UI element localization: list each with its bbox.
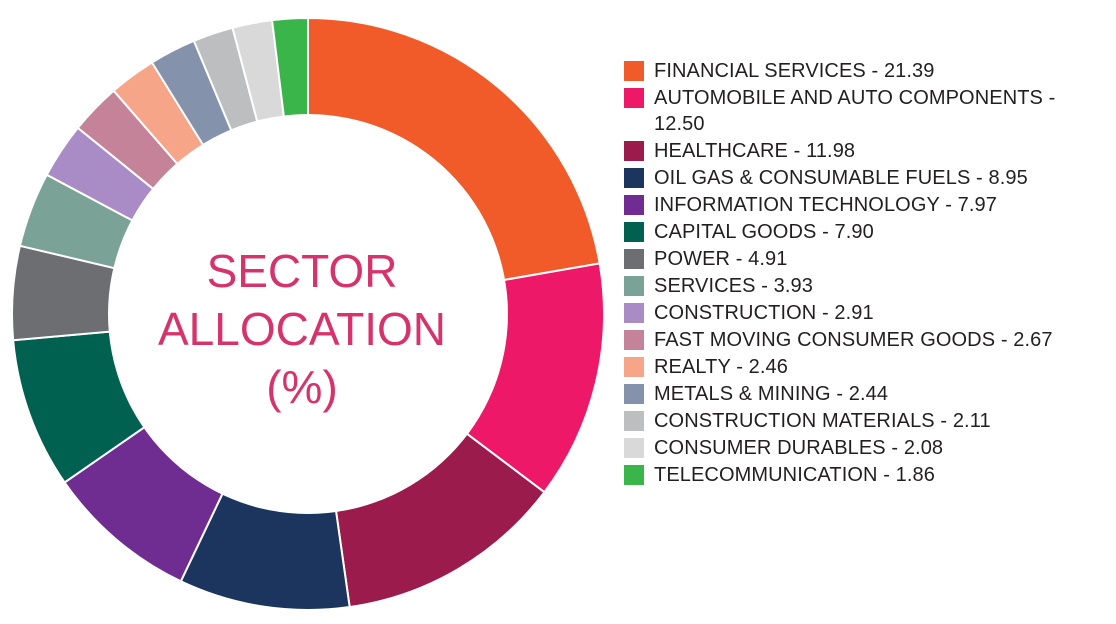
legend-label-name: HEALTHCARE xyxy=(654,140,788,162)
chart-title-line-1: SECTOR xyxy=(207,245,398,297)
legend-label-separator: - xyxy=(970,167,989,189)
legend-label-name: CAPITAL GOODS xyxy=(654,221,817,243)
legend-label-separator: - xyxy=(816,221,835,243)
legend-label-separator: - xyxy=(755,275,774,297)
legend-item: POWER - 4.91 xyxy=(624,246,1104,272)
legend-label-value: 7.97 xyxy=(957,194,997,216)
legend-swatch xyxy=(624,411,644,431)
legend-label-value: 2.67 xyxy=(1013,329,1053,351)
legend-swatch xyxy=(624,330,644,350)
legend-label-name: POWER xyxy=(654,248,731,270)
legend-item: FINANCIAL SERVICES - 21.39 xyxy=(624,58,1104,84)
legend-label: FINANCIAL SERVICES - 21.39 xyxy=(654,58,935,84)
legend-item: OIL GAS & CONSUMABLE FUELS - 8.95 xyxy=(624,165,1104,191)
legend-label-name: METALS & MINING xyxy=(654,383,831,405)
legend-label-value: 2.91 xyxy=(834,302,874,324)
legend-label-separator: - xyxy=(730,356,749,378)
legend-swatch xyxy=(624,438,644,458)
legend-item: HEALTHCARE - 11.98 xyxy=(624,138,1104,164)
legend-item: AUTOMOBILE AND AUTO COMPONENTS - 12.50 xyxy=(624,85,1104,137)
donut-hole xyxy=(108,114,508,514)
legend-label: CONSTRUCTION - 2.91 xyxy=(654,300,874,326)
legend-item: CONSTRUCTION - 2.91 xyxy=(624,300,1104,326)
legend-label-value: 21.39 xyxy=(883,60,935,82)
legend-label-separator: - xyxy=(934,410,953,432)
legend-item: FAST MOVING CONSUMER GOODS - 2.67 xyxy=(624,327,1104,353)
legend-label-value: 3.93 xyxy=(773,275,813,297)
legend-label-value: 4.91 xyxy=(748,248,788,270)
legend-label-separator: - xyxy=(1043,87,1056,109)
legend-item: TELECOMMUNICATION - 1.86 xyxy=(624,462,1104,488)
legend-label-value: 2.44 xyxy=(848,383,889,405)
legend-label: CONSUMER DURABLES - 2.08 xyxy=(654,435,943,461)
legend-label-value: 1.86 xyxy=(895,464,935,486)
legend-item: CONSTRUCTION MATERIALS - 2.11 xyxy=(624,408,1104,434)
legend-label-name: FAST MOVING CONSUMER GOODS xyxy=(654,329,996,351)
legend-label-separator: - xyxy=(788,140,807,162)
legend-swatch xyxy=(624,141,644,161)
legend-label: CAPITAL GOODS - 7.90 xyxy=(654,219,874,245)
legend-label-value: 11.98 xyxy=(806,140,856,162)
legend-swatch xyxy=(624,276,644,296)
legend-label: SERVICES - 3.93 xyxy=(654,273,813,299)
legend-swatch xyxy=(624,195,644,215)
legend-label: OIL GAS & CONSUMABLE FUELS - 8.95 xyxy=(654,165,1028,191)
legend-label-name: FINANCIAL SERVICES xyxy=(654,60,866,82)
legend-swatch xyxy=(624,168,644,188)
legend-label-name: INFORMATION TECHNOLOGY xyxy=(654,194,940,216)
legend-label-value: 7.90 xyxy=(834,221,874,243)
legend-swatch xyxy=(624,88,644,108)
legend-swatch xyxy=(624,384,644,404)
legend-label: METALS & MINING - 2.44 xyxy=(654,381,888,407)
legend-swatch xyxy=(624,303,644,323)
legend-label: INFORMATION TECHNOLOGY - 7.97 xyxy=(654,192,997,218)
legend-label-separator: - xyxy=(877,464,896,486)
chart-title-line-2: ALLOCATION xyxy=(158,303,446,355)
legend-item: REALTY - 2.46 xyxy=(624,354,1104,380)
legend-label: HEALTHCARE - 11.98 xyxy=(654,138,855,164)
legend-label-name: SERVICES xyxy=(654,275,756,297)
legend-label: REALTY - 2.46 xyxy=(654,354,788,380)
legend-label-name: CONSUMER DURABLES xyxy=(654,437,886,459)
donut-chart: SECTOR ALLOCATION (%) xyxy=(11,16,605,611)
legend-label-value: 8.95 xyxy=(988,167,1028,189)
legend-swatch xyxy=(624,61,644,81)
legend-label: FAST MOVING CONSUMER GOODS - 2.67 xyxy=(654,327,1053,353)
legend-label: POWER - 4.91 xyxy=(654,246,787,272)
legend-label-value: 12.50 xyxy=(654,113,705,135)
chart-title-line-3: (%) xyxy=(266,361,338,413)
legend-label-name: AUTOMOBILE AND AUTO COMPONENTS xyxy=(654,87,1043,109)
legend-label-separator: - xyxy=(865,60,884,82)
legend-item: INFORMATION TECHNOLOGY - 7.97 xyxy=(624,192,1104,218)
legend-label-name: CONSTRUCTION xyxy=(654,302,817,324)
legend-label-separator: - xyxy=(730,248,749,270)
legend-label: CONSTRUCTION MATERIALS - 2.11 xyxy=(654,408,991,434)
chart-legend: FINANCIAL SERVICES - 21.39 AUTOMOBILE AND… xyxy=(624,58,1104,489)
legend-swatch xyxy=(624,357,644,377)
legend-label-separator: - xyxy=(816,302,835,324)
legend-label-value: 2.11 xyxy=(952,410,991,432)
legend-label-name: TELECOMMUNICATION xyxy=(654,464,878,486)
legend-label-separator: - xyxy=(885,437,904,459)
legend-label-value: 2.08 xyxy=(903,437,944,459)
legend-swatch xyxy=(624,465,644,485)
legend-label: AUTOMOBILE AND AUTO COMPONENTS - 12.50 xyxy=(654,85,1104,137)
legend-label-name: CONSTRUCTION MATERIALS xyxy=(654,410,935,432)
legend-swatch xyxy=(624,222,644,242)
legend-label-name: REALTY xyxy=(654,356,731,378)
legend-label-separator: - xyxy=(830,383,849,405)
legend-label: TELECOMMUNICATION - 1.86 xyxy=(654,462,935,488)
legend-label-name: OIL GAS & CONSUMABLE FUELS xyxy=(654,167,971,189)
legend-item: CONSUMER DURABLES - 2.08 xyxy=(624,435,1104,461)
legend-item: METALS & MINING - 2.44 xyxy=(624,381,1104,407)
legend-swatch xyxy=(624,249,644,269)
legend-item: SERVICES - 3.93 xyxy=(624,273,1104,299)
legend-label-separator: - xyxy=(939,194,958,216)
legend-label-separator: - xyxy=(995,329,1014,351)
legend-item: CAPITAL GOODS - 7.90 xyxy=(624,219,1104,245)
legend-label-value: 2.46 xyxy=(748,356,788,378)
